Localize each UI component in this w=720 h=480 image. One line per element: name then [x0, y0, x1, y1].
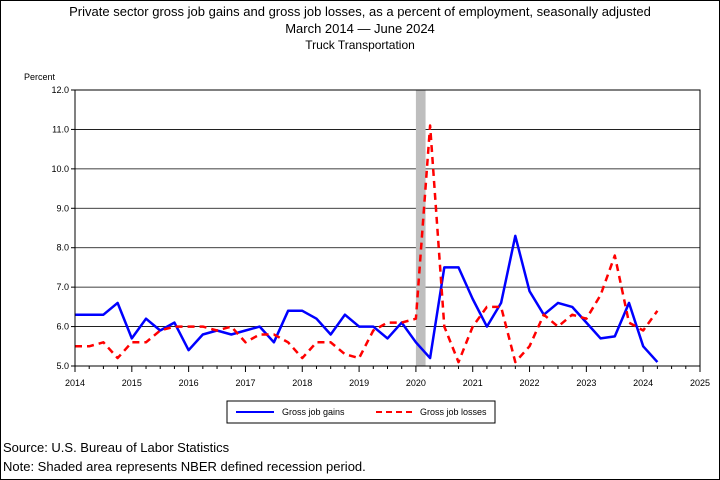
x-tick-label: 2014 — [65, 378, 85, 388]
x-tick-label: 2024 — [633, 378, 653, 388]
source-note: Source: U.S. Bureau of Labor Statistics — [3, 440, 230, 455]
x-tick-label: 2018 — [292, 378, 312, 388]
recession-note: Note: Shaded area represents NBER define… — [3, 459, 366, 474]
y-tick-label: 11.0 — [52, 124, 69, 134]
y-tick-label: 10.0 — [51, 164, 69, 174]
y-tick-label: 7.0 — [56, 282, 69, 292]
chart-titles: Private sector gross job gains and gross… — [0, 3, 720, 54]
chart-subtitle: March 2014 — June 2024 — [285, 21, 435, 36]
chart-title: Private sector gross job gains and gross… — [69, 4, 651, 19]
recession-shading — [415, 90, 426, 366]
legend-label-gains: Gross job gains — [282, 407, 345, 417]
x-tick-label: 2017 — [235, 378, 255, 388]
y-axis-label: Percent — [24, 72, 56, 82]
x-tick-label: 2021 — [463, 378, 483, 388]
x-tick-label: 2016 — [179, 378, 199, 388]
y-tick-label: 8.0 — [56, 243, 69, 253]
legend: Gross job gains Gross job losses — [226, 400, 496, 424]
series-line-gross-job-losses — [75, 124, 659, 364]
y-tick-label: 12.0 — [51, 85, 69, 95]
series-line-gross-job-gains — [75, 234, 659, 363]
x-tick-label: 2022 — [520, 378, 540, 388]
legend-label-losses: Gross job losses — [420, 407, 487, 417]
x-tick-label: 2015 — [122, 378, 142, 388]
x-tick-label: 2025 — [690, 378, 710, 388]
chart-subtitle-2: Truck Transportation — [305, 38, 415, 52]
y-tick-label: 6.0 — [56, 322, 69, 332]
y-tick-label: 5.0 — [56, 361, 69, 371]
legend-box — [226, 400, 496, 424]
x-tick-label: 2019 — [349, 378, 369, 388]
x-tick-label: 2020 — [406, 378, 426, 388]
x-tick-label: 2023 — [576, 378, 596, 388]
y-tick-label: 9.0 — [56, 203, 69, 213]
